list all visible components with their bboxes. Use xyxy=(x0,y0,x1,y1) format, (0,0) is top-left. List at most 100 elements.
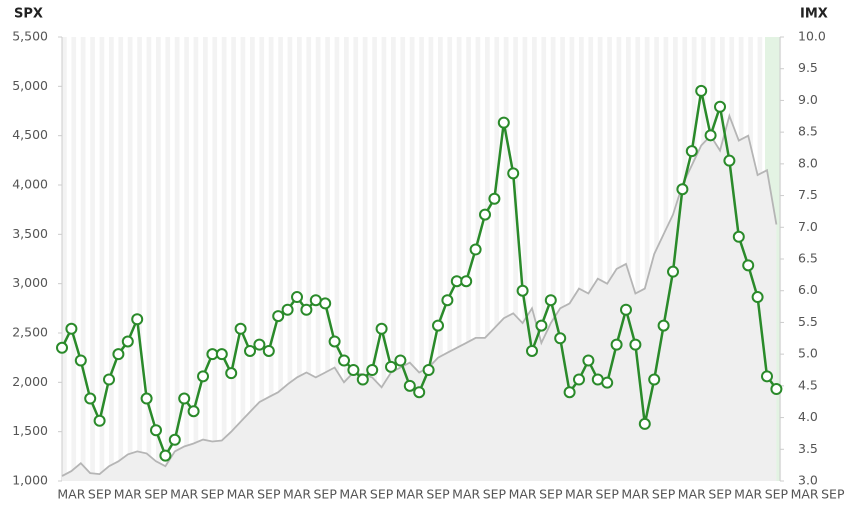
stripe xyxy=(71,37,77,481)
x-tick-label: MAR xyxy=(57,487,85,502)
stripe xyxy=(109,37,114,481)
x-tick-label: MAR xyxy=(396,487,424,502)
y-tick-label: 3,000 xyxy=(12,275,48,290)
y-tick-label: 2,500 xyxy=(12,325,48,340)
stripe xyxy=(146,37,152,481)
stripe xyxy=(156,37,161,481)
stripe xyxy=(626,37,631,481)
y2-tick-label: 5.0 xyxy=(798,346,818,361)
stripe xyxy=(278,37,283,481)
stripe xyxy=(297,37,302,481)
stripe xyxy=(250,37,255,481)
stripe xyxy=(428,37,434,481)
stripe xyxy=(62,37,67,481)
marker xyxy=(385,360,397,373)
marker xyxy=(338,354,350,367)
stripe xyxy=(259,37,265,481)
stripe xyxy=(391,37,396,481)
stripe xyxy=(475,37,481,481)
x-tick-label: MAR xyxy=(621,487,649,502)
marker xyxy=(262,344,275,357)
y-tick-label: 5,500 xyxy=(12,29,48,44)
stripe xyxy=(419,37,424,481)
stripe xyxy=(372,37,377,481)
marker xyxy=(676,183,689,196)
y-tick-label: 1,000 xyxy=(12,473,48,488)
y-tick-label: 1,500 xyxy=(12,423,48,438)
marker xyxy=(131,313,144,326)
marker xyxy=(638,417,651,430)
marker xyxy=(723,154,736,167)
stripe xyxy=(306,37,312,481)
x-tick-label: MAR xyxy=(170,487,198,502)
stripe xyxy=(137,37,142,481)
y2-tick-label: 5.5 xyxy=(798,314,818,329)
marker xyxy=(187,405,200,418)
x-tick-label: MAR xyxy=(283,487,311,502)
stripe xyxy=(231,37,236,481)
y2-tick-label: 9.0 xyxy=(798,92,818,107)
y2-tick-label: 8.0 xyxy=(798,155,818,170)
marker xyxy=(497,116,510,129)
marker xyxy=(328,335,341,348)
marker xyxy=(225,367,238,380)
stripe xyxy=(522,37,528,481)
marker xyxy=(244,344,256,357)
y2-tick-label: 4.5 xyxy=(798,377,818,392)
marker xyxy=(197,370,209,383)
marker xyxy=(84,392,97,405)
marker xyxy=(178,392,191,405)
marker xyxy=(441,294,454,307)
stripe xyxy=(80,37,86,481)
stripe xyxy=(362,37,368,481)
x-tick-label: MAR xyxy=(791,487,819,502)
stripe xyxy=(409,37,415,481)
y2-tick-label: 10.0 xyxy=(798,29,826,44)
x-tick-label: MAR xyxy=(227,487,255,502)
stripe xyxy=(240,37,246,481)
x-tick-label: MAR xyxy=(734,487,762,502)
stripe xyxy=(569,37,575,481)
marker xyxy=(375,322,388,335)
y2-tick-label: 9.5 xyxy=(798,60,818,75)
stripe xyxy=(353,37,359,481)
marker xyxy=(488,192,501,205)
stripe xyxy=(221,37,227,481)
stripe xyxy=(315,37,321,481)
y2-tick-label: 8.5 xyxy=(798,124,818,139)
marker xyxy=(413,386,426,399)
marker xyxy=(516,284,529,297)
x-tick-label: SEP xyxy=(708,487,732,502)
marker xyxy=(253,338,266,351)
stripe xyxy=(579,37,584,481)
y-tick-label: 4,500 xyxy=(12,127,48,142)
marker xyxy=(582,354,595,367)
stripe xyxy=(118,37,124,481)
marker xyxy=(272,310,285,323)
y2-tick-label: 7.5 xyxy=(798,187,818,202)
y-tick-label: 3,500 xyxy=(12,226,48,241)
y2-tick-label: 6.5 xyxy=(798,251,818,266)
x-tick-label: SEP xyxy=(765,487,789,502)
marker xyxy=(761,370,773,383)
stripe xyxy=(588,37,594,481)
marker xyxy=(526,344,538,357)
x-tick-label: SEP xyxy=(144,487,168,502)
x-tick-label: SEP xyxy=(483,487,507,502)
marker xyxy=(159,449,172,462)
stripe xyxy=(212,37,218,481)
marker xyxy=(56,341,68,354)
marker xyxy=(356,373,369,386)
stripe xyxy=(165,37,171,481)
marker xyxy=(319,297,332,310)
stripe xyxy=(607,37,612,481)
marker xyxy=(695,84,708,97)
x-tick-label: MAR xyxy=(565,487,593,502)
stripe xyxy=(325,37,330,481)
stripe xyxy=(597,37,603,481)
stripe xyxy=(127,37,133,481)
marker xyxy=(657,319,670,332)
x-tick-label: SEP xyxy=(314,487,338,502)
stripe xyxy=(616,37,622,481)
y-tick-label: 2,000 xyxy=(12,374,48,389)
